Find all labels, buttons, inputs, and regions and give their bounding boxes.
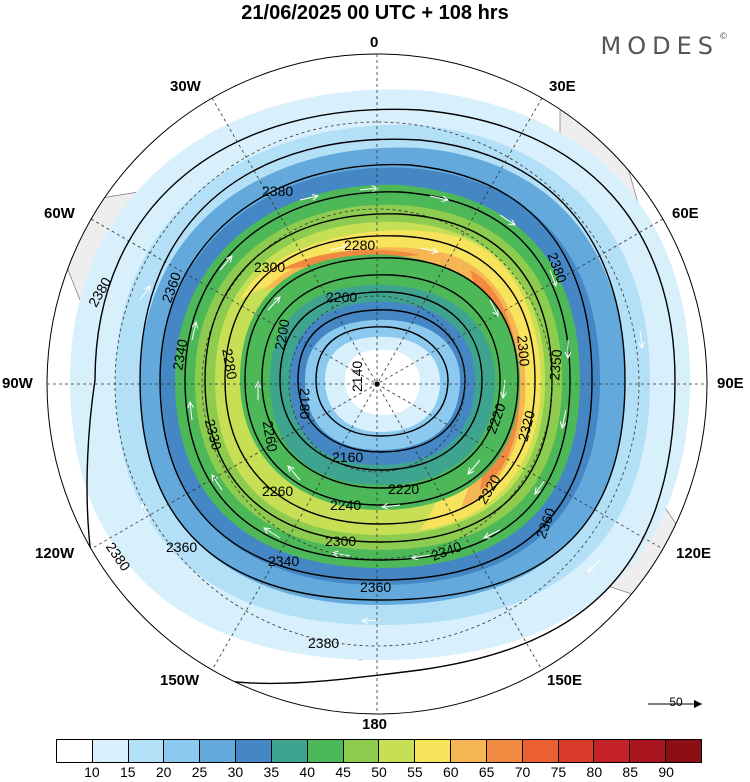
contour-label: 2300 bbox=[514, 335, 533, 368]
contour-label: 2200 bbox=[271, 318, 292, 352]
lon-label-60e: 60E bbox=[672, 205, 699, 222]
colorbar-swatch bbox=[415, 740, 452, 762]
map-boundary bbox=[46, 53, 708, 715]
contour-label: 2340 bbox=[169, 338, 190, 372]
colorbar-tick-label: 30 bbox=[227, 764, 244, 780]
colorbar-swatch bbox=[92, 740, 129, 762]
colorbar-tick-label: 70 bbox=[514, 764, 531, 780]
pole-marker bbox=[374, 381, 380, 387]
colorbar-swatch bbox=[522, 740, 559, 762]
contour-label: 2280 bbox=[344, 237, 375, 253]
colorbar-swatch bbox=[271, 740, 308, 762]
contour-label: 2300 bbox=[325, 533, 356, 549]
reference-vector: 50 bbox=[646, 695, 706, 709]
contour-label: 2340 bbox=[268, 553, 299, 569]
reference-vector-label: 50 bbox=[669, 695, 683, 709]
contour-label: 2160 bbox=[332, 449, 363, 465]
colorbar-swatch bbox=[57, 740, 93, 762]
colorbar-swatch bbox=[200, 740, 237, 762]
colorbar-swatch bbox=[666, 740, 701, 762]
colorbar-swatch bbox=[451, 740, 487, 762]
colorbar-tick-label: 55 bbox=[407, 764, 423, 780]
contour-label: 2260 bbox=[262, 483, 293, 499]
colorbar-tick-label: 20 bbox=[155, 764, 172, 780]
contour-label: 2320 bbox=[515, 409, 539, 443]
lon-label-150w: 150W bbox=[160, 672, 200, 689]
lon-label-0: 0 bbox=[370, 34, 379, 51]
contour-label: 2260 bbox=[260, 420, 281, 454]
lon-label-180: 180 bbox=[362, 716, 388, 733]
lon-label-30w: 30W bbox=[170, 78, 201, 95]
contour-label: 2360 bbox=[360, 579, 391, 595]
colorbar-swatch bbox=[630, 740, 667, 762]
contour-label: 2140 bbox=[349, 361, 365, 392]
colorbar-swatch bbox=[236, 740, 272, 762]
colorbar-tick-label: 10 bbox=[84, 764, 100, 780]
colorbar-tick-label: 65 bbox=[478, 764, 495, 780]
colorbar-tick-label: 25 bbox=[191, 764, 208, 780]
contour-label: 2280 bbox=[219, 347, 240, 381]
colorbar-tick-label: 35 bbox=[263, 764, 280, 780]
colorbar-swatch bbox=[343, 740, 380, 762]
modes-logo: MODES© bbox=[600, 32, 728, 60]
contour-label: 2360 bbox=[166, 539, 197, 555]
contour-label: 2220 bbox=[388, 481, 419, 497]
geopotential-contours bbox=[86, 108, 676, 685]
colorbar-swatch bbox=[307, 740, 344, 762]
contour-label: 2330 bbox=[202, 417, 226, 451]
colorbar-tick-label: 40 bbox=[299, 764, 315, 780]
lon-label-120e: 120E bbox=[676, 545, 712, 562]
contour-label: 2180 bbox=[297, 388, 313, 419]
colorbar-swatch bbox=[128, 740, 165, 762]
colorbar-tick-label: 50 bbox=[371, 764, 387, 780]
contour-label: 2380 bbox=[308, 635, 339, 651]
colorbar-tick-label: 75 bbox=[550, 764, 567, 780]
lon-label-90e: 90E bbox=[717, 375, 744, 392]
colorbar-swatch bbox=[164, 740, 201, 762]
colorbar-tick-label: 90 bbox=[658, 764, 674, 780]
wind-speed-shading bbox=[70, 89, 690, 660]
colorbar bbox=[56, 739, 702, 763]
contour-label: 2380 bbox=[262, 183, 293, 199]
colorbar-tick-label: 85 bbox=[622, 764, 638, 780]
lon-label-60w: 60W bbox=[44, 205, 75, 222]
colorbar-swatch bbox=[558, 740, 595, 762]
contour-label: 2300 bbox=[254, 259, 285, 275]
map-title: 21/06/2025 00 UTC + 108 hrs bbox=[241, 2, 509, 24]
lon-label-150e: 150E bbox=[547, 672, 583, 689]
lon-label-90w: 90W bbox=[2, 375, 33, 392]
colorbar-tick-label: 15 bbox=[119, 764, 136, 780]
colorbar-swatch bbox=[486, 740, 523, 762]
colorbar-swatch bbox=[379, 740, 416, 762]
colorbar-tick-label: 45 bbox=[335, 764, 351, 780]
lon-label-120w: 120W bbox=[35, 545, 75, 562]
contour-label: 2350 bbox=[546, 348, 565, 381]
contour-label: 2240 bbox=[330, 497, 361, 513]
lon-label-30e: 30E bbox=[549, 78, 576, 95]
contour-label: 2200 bbox=[326, 289, 357, 305]
colorbar-swatch bbox=[594, 740, 631, 762]
wind-vectors bbox=[139, 188, 642, 621]
colorbar-tick-label: 60 bbox=[442, 764, 459, 780]
colorbar-tick-label: 80 bbox=[586, 764, 603, 780]
